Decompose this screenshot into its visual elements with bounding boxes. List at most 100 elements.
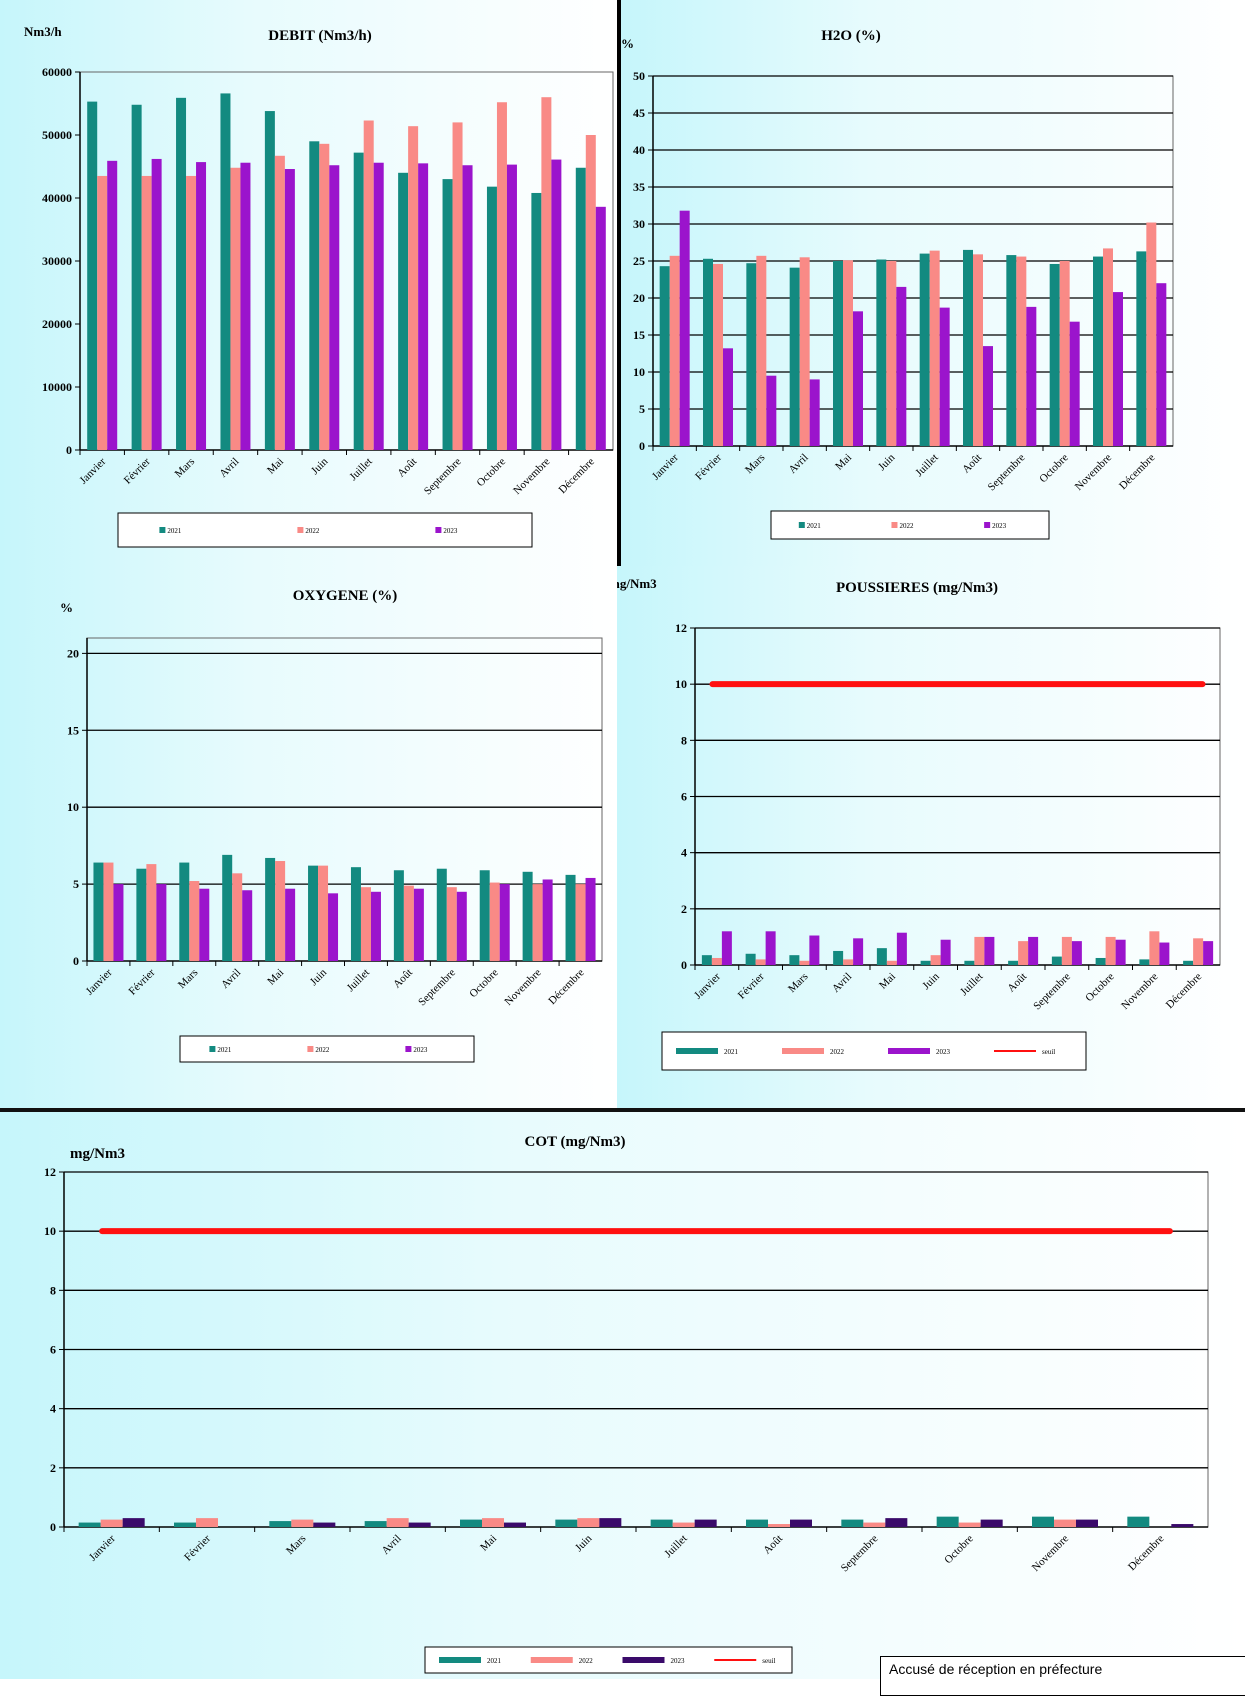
bar-2022 bbox=[756, 255, 767, 446]
y-tick-label: 2 bbox=[50, 1461, 56, 1475]
bar-2023 bbox=[156, 884, 167, 961]
bar-2022 bbox=[863, 1522, 886, 1527]
legend-swatch bbox=[405, 1046, 412, 1052]
y-tick-label: 5 bbox=[639, 402, 645, 416]
x-tick-label: Mai bbox=[877, 971, 898, 992]
bar-2021 bbox=[1008, 960, 1019, 965]
bar-2022 bbox=[1193, 938, 1204, 965]
bar-2023 bbox=[504, 1522, 526, 1527]
bar-2023 bbox=[284, 169, 295, 450]
bar-2021 bbox=[1183, 960, 1194, 965]
bar-2021 bbox=[1095, 957, 1106, 965]
bar-2022 bbox=[541, 97, 552, 450]
x-tick-label: Octobre bbox=[942, 1533, 976, 1567]
x-tick-label: Février bbox=[127, 966, 158, 997]
x-tick-label: Août bbox=[761, 1533, 785, 1557]
bar-2022 bbox=[958, 1522, 981, 1527]
bar-2022 bbox=[799, 960, 810, 965]
bar-2022 bbox=[196, 1518, 218, 1527]
bar-2023 bbox=[1028, 936, 1039, 965]
reception-stamp: Accusé de réception en préfecture bbox=[880, 1656, 1245, 1696]
bar-2021 bbox=[174, 1522, 196, 1527]
legend-swatch bbox=[307, 1046, 314, 1052]
bar-2022 bbox=[482, 1518, 504, 1527]
bar-2023 bbox=[285, 888, 296, 961]
y-tick-label: 6 bbox=[50, 1343, 56, 1357]
bar-2022 bbox=[452, 122, 463, 451]
y-tick-label: 10 bbox=[675, 677, 687, 691]
y-tick-label: 15 bbox=[67, 723, 79, 737]
y-tick-label: 35 bbox=[633, 180, 645, 194]
y-tick-label: 4 bbox=[681, 846, 687, 860]
bar-2021 bbox=[746, 263, 757, 446]
y-axis-label: % bbox=[621, 36, 634, 51]
bar-2021 bbox=[264, 111, 275, 450]
bar-2022 bbox=[232, 873, 243, 961]
chart-title: POUSSIERES (mg/Nm3) bbox=[836, 580, 998, 596]
chart-panel-cot: COT (mg/Nm3) mg/Nm3 0 2 4 6 8 10 12 Janvier Févrie… bbox=[0, 1112, 1245, 1679]
bar-2021 bbox=[398, 172, 409, 451]
x-tick-label: Juillet bbox=[913, 452, 940, 479]
y-axis-label: % bbox=[60, 600, 73, 615]
legend-label: 2022 bbox=[899, 522, 914, 530]
bar-2023 bbox=[199, 888, 210, 961]
bar-2021 bbox=[1136, 251, 1147, 446]
y-axis-label: mg/Nm3 bbox=[70, 1146, 125, 1162]
bar-2021 bbox=[179, 862, 190, 961]
legend-swatch bbox=[782, 1048, 824, 1054]
x-tick-label: Mars bbox=[176, 967, 200, 991]
bar-2022 bbox=[319, 143, 330, 450]
bar-2022 bbox=[669, 255, 680, 446]
bar-2022 bbox=[929, 250, 940, 446]
bar-2023 bbox=[408, 1522, 431, 1527]
bar-2023 bbox=[939, 307, 950, 446]
legend-label: 2021 bbox=[487, 1657, 502, 1665]
y-tick-label: 0 bbox=[681, 958, 687, 972]
chart-h2o: H2O (%)% 0 5 10 15 20 25 30 35 40 45 50 Janvier Févri… bbox=[621, 28, 1174, 540]
bar-2021 bbox=[555, 1519, 578, 1527]
legend-box bbox=[117, 512, 533, 548]
bar-2023 bbox=[1203, 941, 1214, 965]
bar-2023 bbox=[1159, 942, 1170, 965]
bar-2022 bbox=[1061, 936, 1072, 965]
chart-panel-debit: DEBIT (Nm3/h) Nm3/h 0 10000 20000 30000 40000 5… bbox=[0, 0, 617, 566]
bar-2021 bbox=[789, 955, 800, 965]
vertical-divider bbox=[617, 0, 621, 566]
legend-swatch bbox=[798, 522, 805, 528]
x-tick-label: Novembre bbox=[502, 967, 543, 1008]
bar-2022 bbox=[275, 861, 286, 961]
bar-2023 bbox=[413, 888, 424, 961]
bar-2021 bbox=[1006, 255, 1017, 446]
bar-2023 bbox=[853, 938, 864, 965]
bar-2022 bbox=[713, 263, 723, 446]
x-tick-label: Mars bbox=[284, 1533, 308, 1557]
bar-2022 bbox=[274, 155, 285, 451]
x-tick-label: Mai bbox=[265, 456, 286, 477]
legend-swatch bbox=[984, 522, 991, 528]
bar-2023 bbox=[896, 932, 907, 965]
bar-2022 bbox=[363, 120, 374, 450]
y-tick-label: 0 bbox=[73, 954, 79, 968]
bar-2021 bbox=[393, 870, 404, 961]
y-tick-label: 25 bbox=[633, 254, 645, 268]
legend-swatch bbox=[439, 1657, 481, 1663]
bar-2022 bbox=[532, 884, 543, 961]
bar-2021 bbox=[531, 192, 542, 450]
x-tick-label: Juin bbox=[309, 455, 331, 477]
bar-2023 bbox=[1076, 1519, 1098, 1527]
chart-title: COT (mg/Nm3) bbox=[525, 1134, 626, 1150]
legend-label: 2021 bbox=[217, 1046, 232, 1054]
legend-swatch bbox=[435, 527, 442, 533]
bar-2021 bbox=[1139, 959, 1150, 965]
y-tick-label: 30000 bbox=[42, 254, 72, 268]
legend-label: 2023 bbox=[936, 1048, 951, 1056]
x-tick-label: Juin bbox=[920, 970, 942, 992]
y-axis-label: Nm3/h bbox=[24, 24, 62, 39]
x-tick-label: Janvier bbox=[692, 970, 723, 1001]
legend-label: 2022 bbox=[315, 1046, 330, 1054]
bar-2021 bbox=[269, 1521, 292, 1527]
y-tick-label: 10 bbox=[44, 1224, 56, 1238]
chart-panel-poussieres: POUSSIERES (mg/Nm3) mg/Nm3 0 2 4 6 8 10 12 Janvie… bbox=[617, 566, 1245, 1108]
bar-2023 bbox=[370, 891, 381, 961]
x-tick-label: Décembre bbox=[1117, 452, 1158, 493]
